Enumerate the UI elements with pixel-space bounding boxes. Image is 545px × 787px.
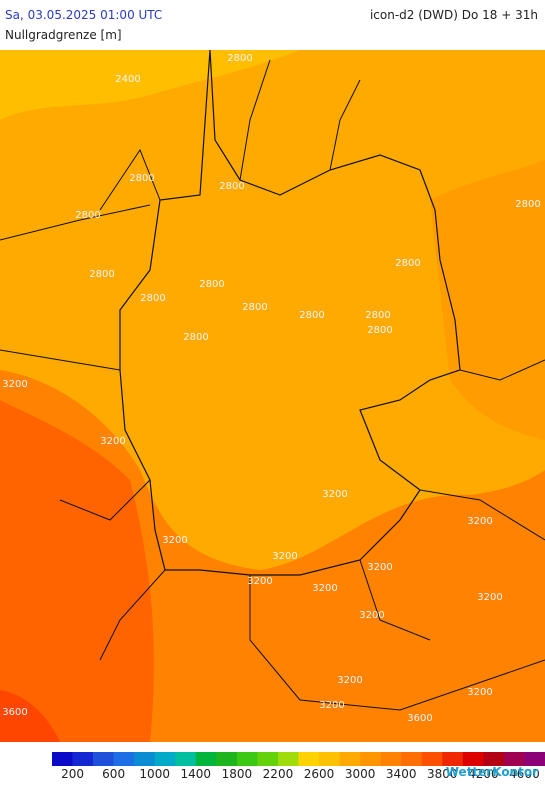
- contour-label: 2800: [129, 173, 154, 184]
- contour-label: 3200: [272, 551, 297, 562]
- contour-label: 2800: [183, 332, 208, 343]
- colorbar-cell: [524, 752, 545, 766]
- field: [0, 400, 154, 742]
- colorbar-cell: [154, 752, 176, 766]
- contour-label: 2400: [115, 74, 140, 85]
- colorbar-label: 3000: [345, 767, 376, 781]
- contour-label: 3200: [367, 562, 392, 573]
- colorbar-cell: [175, 752, 197, 766]
- contour-label: 2800: [365, 310, 390, 321]
- colorbar-cell: [134, 752, 156, 766]
- contour-label: 3200: [467, 516, 492, 527]
- colorbar-cell: [360, 752, 381, 766]
- contour-label: 3200: [247, 576, 272, 587]
- contour-label: 3200: [322, 489, 347, 500]
- subtitle: Nullgradgrenze [m]: [5, 28, 122, 42]
- contour-label: 2800: [299, 310, 324, 321]
- contour-label: 2800: [395, 258, 420, 269]
- map: [0, 49, 545, 742]
- contour-label: 3600: [407, 713, 432, 724]
- contour-label: 2800: [242, 302, 267, 313]
- datetime: Sa, 03.05.2025 01:00 UTC: [5, 8, 162, 22]
- contour-label: 2800: [219, 181, 244, 192]
- colorbar-label: 4200: [468, 767, 499, 781]
- border: [0, 59, 545, 711]
- colorbar-cell: [277, 752, 299, 766]
- contour-label: 3200: [100, 436, 125, 447]
- field: [0, 690, 60, 742]
- colorbar-cell: [319, 752, 340, 766]
- colorbar-label: 2600: [304, 767, 335, 781]
- colorbar-label: 1000: [139, 767, 170, 781]
- contour-label: 3200: [467, 687, 492, 698]
- contour-label: 3200: [319, 700, 344, 711]
- colorbar: 200 600 1000 1400 1800 2200 2600 3000 3400 3800 42…: [52, 752, 545, 781]
- contour-label: 2800: [199, 279, 224, 290]
- colorbar-cell: [52, 752, 73, 766]
- contour-label: 3200: [337, 675, 362, 686]
- contour-label: 2800: [515, 199, 540, 210]
- colorbar-cell: [401, 752, 423, 766]
- colorbar-label: 1800: [222, 767, 253, 781]
- logo: WetterKontor: [446, 765, 538, 779]
- colorbar-cell: [503, 752, 525, 766]
- colorbar-cell: [483, 752, 505, 766]
- contour-label: 3200: [477, 592, 502, 603]
- contour-label: 3600: [2, 707, 27, 718]
- colorbar-cell: [298, 752, 320, 766]
- contour-label: 3200: [162, 535, 187, 546]
- colorbar-cell: [257, 752, 279, 766]
- contour-label: 3200: [312, 583, 337, 594]
- colorbar-cell: [339, 752, 361, 766]
- contour-label: 2800: [140, 293, 165, 304]
- field: [0, 50, 300, 120]
- colorbar-label: 2200: [263, 767, 294, 781]
- colorbar-cell: [93, 752, 114, 766]
- colorbar-cell: [442, 752, 464, 766]
- colorbar-cell: [462, 752, 484, 766]
- colorbar-cell: [421, 752, 443, 766]
- contour-label: 2800: [367, 325, 392, 336]
- colorbar-cell: [380, 752, 402, 766]
- contour-label: 2800: [227, 53, 252, 64]
- colorbar-label: 1400: [181, 767, 212, 781]
- colorbar-label: 3400: [386, 767, 417, 781]
- contour-label: 2800: [75, 210, 100, 221]
- colorbar-cell: [195, 752, 217, 766]
- colorbar-cell: [216, 752, 238, 766]
- colorbar-label: 600: [102, 767, 125, 781]
- contour-label: 3200: [2, 379, 27, 390]
- colorbar-cell: [236, 752, 258, 766]
- contour-label: 3200: [359, 610, 384, 621]
- colorbar-cell: [113, 752, 135, 766]
- colorbar-label: 200: [61, 767, 84, 781]
- model: icon-d2 (DWD) Do 18 + 31h: [370, 8, 538, 22]
- colorbar-cell: [72, 752, 94, 766]
- colorbar-label: 4600: [509, 767, 540, 781]
- colorbar-label: 3800: [427, 767, 458, 781]
- contour-label: 2800: [89, 269, 114, 280]
